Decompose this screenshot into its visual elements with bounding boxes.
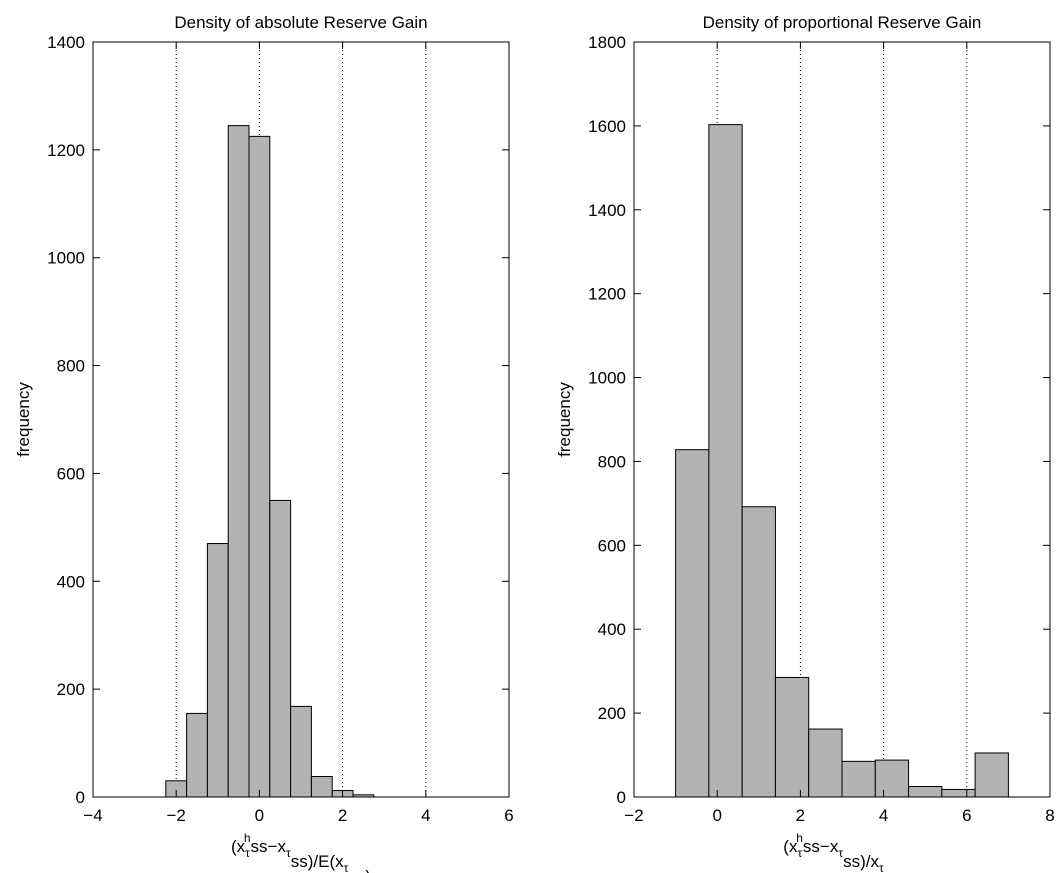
y-tick-label: 600 [57,464,85,483]
x-axis-label-part: ss [348,867,365,873]
axes-frame [92,41,510,798]
x-axis-label-part: τ [344,861,349,873]
x-axis-label-part: )/E(x [308,852,344,871]
histogram-bar [708,124,743,798]
histogram-bar [841,760,876,798]
y-tick-label: 200 [598,704,626,723]
histogram-bar [186,712,208,798]
histogram-bar [227,125,250,798]
y-axis-label: frequency [555,382,574,457]
x-axis-label-part: (x [783,837,798,856]
x-axis-label-part: ss [251,837,268,856]
x-tick-label: 2 [796,806,805,825]
histogram-bar [269,499,292,798]
histogram-bar [874,759,910,798]
x-axis-label-part: −x [820,837,839,856]
x-tick-label: 4 [879,806,888,825]
x-axis-label: (xτhss−xτss)/xτss [783,831,900,873]
y-tick-label: 1200 [47,141,85,160]
histogram-bar [774,676,810,798]
y-tick-label: 0 [76,788,85,807]
x-axis-label-part: (x [231,837,246,856]
y-axis-label: frequency [14,382,33,457]
x-axis-label-part: ss [884,867,901,873]
y-tick-label: 1600 [588,117,626,136]
y-tick-label: 1000 [588,369,626,388]
x-axis-label-part: τ [245,846,250,860]
x-tick-label: 6 [962,806,971,825]
x-tick-label: 6 [504,806,513,825]
histogram-bar [206,543,229,798]
chart-title: Density of proportional Reserve Gain [703,13,982,32]
y-tick-label: 1200 [588,285,626,304]
y-tick-label: 800 [57,357,85,376]
histogram-bar [908,786,943,798]
x-axis-label-part: ss [843,852,860,871]
y-tick-label: 800 [598,452,626,471]
x-axis-label-part: τ [286,846,291,860]
histogram-bar [290,705,312,798]
x-tick-label: −2 [167,806,186,825]
histogram-bar [941,788,976,798]
histogram-bar [808,728,843,798]
y-tick-label: 1400 [588,201,626,220]
histogram-absolute-panel: −4 −2 0 2 4 6 0 200 400 600 800 1000 1200 1400 Density… [14,13,514,873]
histogram-bar [310,776,333,798]
x-tick-label: 0 [712,806,721,825]
x-axis-label-part: h [796,831,803,845]
y-tick-label: 600 [598,536,626,555]
x-axis-label-part: −x [268,837,287,856]
histogram-bar [741,506,776,798]
axes-frame [633,41,1051,798]
x-axis-label-part: ss [291,852,308,871]
x-tick-label: −4 [83,806,102,825]
x-axis-label-part: τ [879,861,884,873]
x-tick-label: −2 [624,806,643,825]
x-tick-label: 4 [421,806,430,825]
y-tick-label: 400 [57,572,85,591]
x-axis-label-part: τ [838,846,843,860]
y-tick-label: 1400 [47,33,85,52]
chart-title: Density of absolute Reserve Gain [174,13,427,32]
y-tick-label: 1800 [588,33,626,52]
histogram-proportional-panel: −2 0 2 4 6 8020040060080010001200140016001800… [555,13,1055,873]
x-axis-label: (xτhss−xτss)/E(xτss) [231,831,371,873]
x-axis-label-part: τ [797,846,802,860]
histogram-bar [675,449,710,798]
x-axis-label-part: ss [803,837,820,856]
y-tick-label: 200 [57,680,85,699]
y-tick-label: 400 [598,620,626,639]
y-tick-label: 1000 [47,249,85,268]
histogram-bar [248,135,271,798]
x-tick-label: 2 [338,806,347,825]
x-axis-label-part: )/x [860,852,879,871]
x-tick-label: 0 [255,806,264,825]
x-tick-label: 8 [1045,806,1054,825]
x-axis-label-part: ) [365,867,371,873]
y-tick-label: 0 [617,788,626,807]
histogram-bar [974,752,1009,798]
x-axis-label-part: h [244,831,251,845]
plot-area [93,42,509,797]
